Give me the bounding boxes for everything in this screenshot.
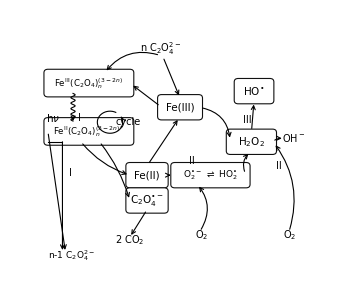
Text: HO$^{\bullet}$: HO$^{\bullet}$ (243, 85, 265, 97)
FancyBboxPatch shape (44, 69, 134, 97)
Text: 2 CO$_2$: 2 CO$_2$ (115, 233, 145, 247)
Text: cycle: cycle (115, 117, 140, 127)
Text: II: II (276, 161, 282, 171)
FancyBboxPatch shape (44, 118, 134, 145)
Text: III: III (243, 115, 252, 125)
Text: Fe$^{\rm II}$(C$_2$O$_4$)$_n^{(3-2n)*}$: Fe$^{\rm II}$(C$_2$O$_4$)$_n^{(3-2n)*}$ (53, 124, 125, 139)
Text: II: II (189, 156, 195, 166)
Text: n-1 C$_2$O$_4^{2-}$: n-1 C$_2$O$_4^{2-}$ (48, 248, 95, 263)
Text: h$\nu$: h$\nu$ (46, 112, 60, 123)
Text: O$_2^{\bullet -}$ $\rightleftharpoons$ HO$_2^{\bullet}$: O$_2^{\bullet -}$ $\rightleftharpoons$ H… (183, 168, 238, 182)
FancyBboxPatch shape (226, 129, 277, 155)
Text: Fe(II): Fe(II) (134, 170, 160, 180)
Text: C$_2$O$_4^{\bullet -}$: C$_2$O$_4^{\bullet -}$ (130, 193, 164, 208)
Text: Fe(III): Fe(III) (166, 102, 194, 112)
Text: I: I (78, 113, 81, 123)
Text: OH$^-$: OH$^-$ (282, 132, 305, 144)
FancyBboxPatch shape (126, 163, 168, 188)
Text: I: I (69, 168, 72, 178)
Text: H$_2$O$_2$: H$_2$O$_2$ (238, 135, 265, 149)
FancyBboxPatch shape (171, 163, 250, 188)
Text: Fe$^{\rm III}$(C$_2$O$_4$)$_n^{(3-2n)}$: Fe$^{\rm III}$(C$_2$O$_4$)$_n^{(3-2n)}$ (54, 76, 123, 91)
Text: O$_2$: O$_2$ (194, 228, 208, 242)
Text: n C$_2$O$_4^{2-}$: n C$_2$O$_4^{2-}$ (139, 40, 181, 57)
FancyBboxPatch shape (158, 94, 203, 120)
FancyBboxPatch shape (234, 78, 274, 104)
FancyBboxPatch shape (126, 188, 168, 213)
Text: O$_2$: O$_2$ (283, 228, 296, 242)
